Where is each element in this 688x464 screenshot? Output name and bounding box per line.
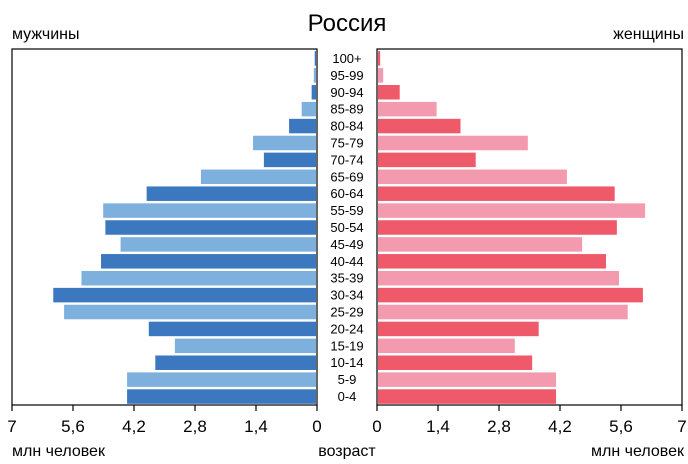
- age-label-25-29: 25-29: [330, 305, 363, 320]
- age-label-30-34: 30-34: [330, 288, 363, 303]
- female-bar-90-94: [378, 85, 400, 100]
- left-unit-label: млн человек: [12, 443, 106, 459]
- age-label-65-69: 65-69: [330, 169, 363, 184]
- male-bar-0-4: [127, 389, 316, 404]
- male-bar-70-74: [263, 152, 316, 168]
- right-tick-label: 0: [372, 417, 381, 436]
- female-bar-85-89: [378, 101, 437, 117]
- male-bar-50-54: [105, 220, 316, 235]
- age-label-0-4: 0-4: [338, 389, 357, 404]
- age-label-100+: 100+: [332, 51, 361, 66]
- age-label-10-14: 10-14: [330, 355, 363, 370]
- male-bar-85-89: [301, 101, 316, 117]
- male-bar-25-29: [64, 304, 316, 320]
- center-axis-label: возраст: [318, 443, 376, 459]
- female-bar-30-34: [378, 287, 643, 303]
- female-bars: [378, 51, 646, 404]
- age-label-85-89: 85-89: [330, 102, 363, 117]
- female-bar-35-39: [378, 270, 620, 286]
- male-bar-95-99: [313, 68, 316, 83]
- age-label-55-59: 55-59: [330, 203, 363, 218]
- right-group-label: женщины: [613, 26, 684, 43]
- right-plot-frame: [376, 48, 683, 406]
- female-bar-65-69: [378, 169, 567, 185]
- female-bar-25-29: [378, 304, 628, 320]
- male-bars: [53, 51, 317, 404]
- right-unit-label: млн человек: [591, 443, 685, 459]
- male-bar-75-79: [253, 135, 316, 151]
- left-tick-label: 5,6: [61, 417, 85, 436]
- female-bar-95-99: [378, 68, 384, 83]
- right-tick-label: 1,4: [426, 417, 450, 436]
- female-bar-60-64: [378, 186, 615, 201]
- female-bar-20-24: [378, 321, 539, 337]
- age-label-15-19: 15-19: [330, 338, 363, 353]
- left-tick-label: 4,2: [122, 417, 146, 436]
- male-bar-5-9: [127, 372, 316, 387]
- left-tick-label: 7: [7, 417, 16, 436]
- male-bar-10-14: [155, 355, 316, 370]
- female-bar-100+: [378, 51, 381, 66]
- female-bar-40-44: [378, 254, 606, 269]
- age-label-70-74: 70-74: [330, 152, 363, 167]
- female-bar-15-19: [378, 338, 515, 354]
- left-tick-label: 1,4: [244, 417, 268, 436]
- male-bar-35-39: [81, 270, 316, 286]
- male-bar-65-69: [200, 169, 316, 185]
- female-bar-0-4: [378, 389, 557, 404]
- female-bar-70-74: [378, 152, 476, 168]
- male-bar-20-24: [148, 321, 316, 337]
- male-bar-60-64: [146, 186, 316, 201]
- age-label-90-94: 90-94: [330, 85, 363, 100]
- age-label-60-64: 60-64: [330, 186, 363, 201]
- age-label-45-49: 45-49: [330, 237, 363, 252]
- female-bar-45-49: [378, 237, 583, 252]
- age-label-5-9: 5-9: [338, 372, 357, 387]
- male-bar-80-84: [289, 118, 316, 134]
- male-bar-30-34: [53, 287, 316, 303]
- age-label-35-39: 35-39: [330, 271, 363, 286]
- age-label-75-79: 75-79: [330, 135, 363, 150]
- female-bar-5-9: [378, 372, 557, 387]
- female-bar-50-54: [378, 220, 617, 235]
- age-label-80-84: 80-84: [330, 119, 363, 134]
- female-bar-80-84: [378, 118, 461, 134]
- left-plot-frame: [11, 48, 318, 406]
- right-tick-label: 5,6: [609, 417, 633, 436]
- chart-title: Россия: [308, 10, 387, 37]
- age-label-20-24: 20-24: [330, 321, 363, 336]
- female-bar-10-14: [378, 355, 533, 370]
- right-axis-ticks: 0 1,4 2,8 4,2 5,6 7: [372, 405, 687, 436]
- age-label-95-99: 95-99: [330, 68, 363, 83]
- left-tick-label: 2,8: [183, 417, 207, 436]
- left-group-label: мужчины: [12, 26, 80, 43]
- female-bar-75-79: [378, 135, 528, 151]
- right-tick-label: 4,2: [548, 417, 572, 436]
- right-tick-label: 7: [677, 417, 686, 436]
- male-bar-100+: [314, 51, 316, 66]
- left-axis-ticks: 0 1,4 2,8 4,2 5,6 7: [7, 405, 322, 436]
- right-tick-label: 2,8: [487, 417, 511, 436]
- male-bar-55-59: [103, 203, 316, 218]
- age-label-40-44: 40-44: [330, 254, 363, 269]
- left-tick-label: 0: [312, 417, 321, 436]
- male-bar-40-44: [101, 254, 317, 269]
- male-bar-45-49: [120, 237, 316, 252]
- male-bar-90-94: [311, 85, 316, 100]
- female-bar-55-59: [378, 203, 646, 218]
- male-bar-15-19: [174, 338, 316, 354]
- age-label-50-54: 50-54: [330, 220, 363, 235]
